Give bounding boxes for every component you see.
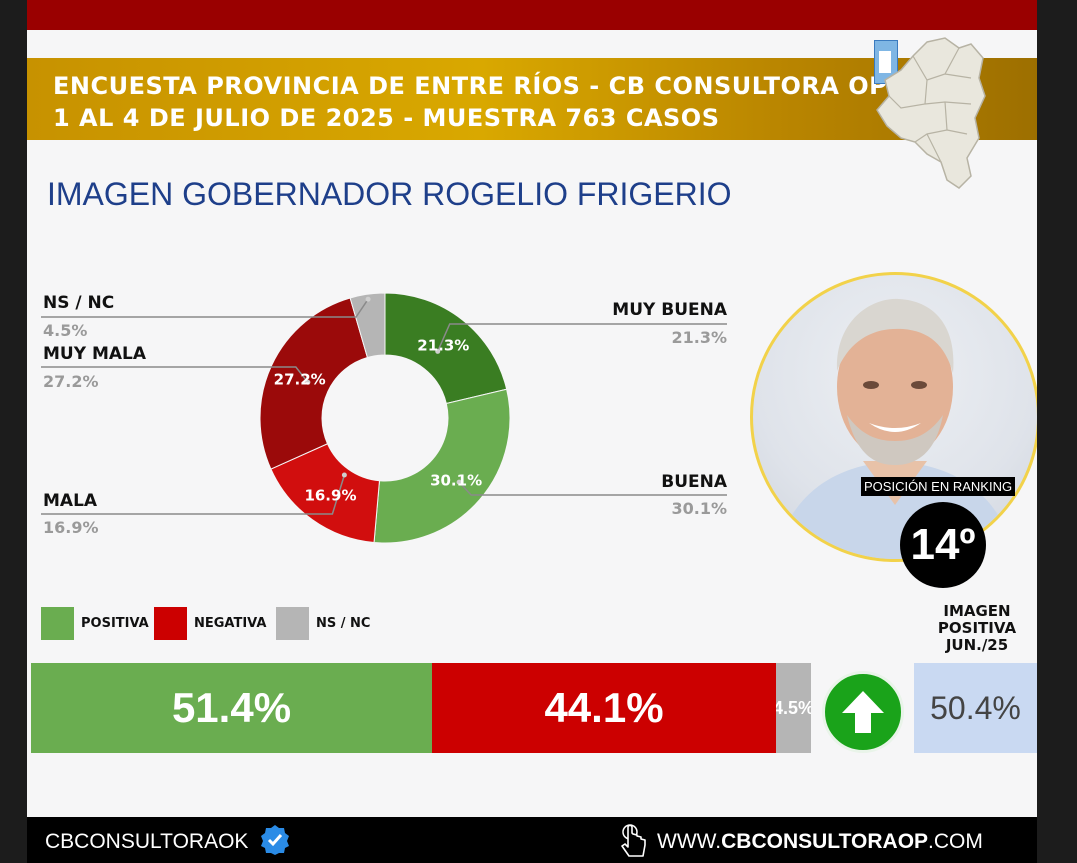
donut-slice-ns-nc: [349, 292, 386, 359]
value-buena: 30.1%: [671, 499, 727, 518]
footer-handle[interactable]: CBCONSULTORAOK: [45, 830, 249, 853]
value-muy-buena: 21.3%: [671, 328, 727, 347]
arrow-up-glyph: [842, 691, 884, 733]
donut-slice-muy-mala: [259, 297, 369, 470]
previous-title: IMAGEN POSITIVA JUN./25: [937, 602, 1017, 654]
legend-positiva: POSITIVA: [41, 607, 149, 640]
leader-line-muy-buena: [437, 323, 727, 352]
label-muy-mala: MUY MALA: [43, 344, 147, 364]
leader-line-buena: [458, 481, 727, 496]
header-line-1: ENCUESTA PROVINCIA DE ENTRE RÍOS - CB CO…: [53, 72, 888, 100]
legend-label-negativa: NEGATIVA: [194, 616, 267, 631]
verified-badge-icon: [261, 825, 289, 855]
entre-rios-map-icon: [876, 37, 986, 189]
donut-data-label-muy-mala: 27.2%: [274, 371, 326, 389]
web-brand: CBCONSULTORAOP: [721, 830, 929, 853]
leader-dot-mala: [341, 472, 347, 478]
value-ns-nc: 4.5%: [43, 321, 88, 340]
top-bar: [27, 0, 1037, 30]
pointer-hand-icon: [621, 824, 646, 857]
ranking-label: POSICIÓN EN RANKING: [861, 477, 1016, 496]
bar-segment-ns-nc: 4.5%: [776, 663, 811, 753]
label-buena: BUENA: [661, 472, 727, 492]
leader-line-mala: [41, 474, 346, 515]
donut-slice-buena: [373, 388, 511, 544]
label-ns-nc: NS / NC: [43, 293, 115, 313]
bar-label-ns-nc: 4.5%: [776, 697, 811, 718]
ranking-badge: 14º: [900, 502, 986, 588]
legend-label-positiva: POSITIVA: [81, 616, 149, 631]
footer-website[interactable]: WWW.CBCONSULTORAOP.COM: [657, 830, 983, 854]
header-band: ENCUESTA PROVINCIA DE ENTRE RÍOS - CB CO…: [27, 58, 1037, 140]
leader-line-ns-nc: [41, 298, 369, 318]
donut-data-label-buena: 30.1%: [430, 471, 482, 489]
legend-swatch-positiva: [41, 607, 74, 640]
bar-segment-negativa: 44.1%: [432, 663, 776, 753]
donut-data-label-mala: 16.9%: [304, 487, 356, 505]
donut-data-label-muy-buena: 21.3%: [417, 336, 469, 354]
bar-label-positiva: 51.4%: [171, 684, 292, 731]
survey-card: ENCUESTA PROVINCIA DE ENTRE RÍOS - CB CO…: [27, 0, 1037, 863]
portrait-image: [773, 298, 1017, 559]
value-mala: 16.9%: [43, 518, 99, 537]
bar-label-negativa: 44.1%: [544, 684, 664, 731]
web-prefix: WWW.: [657, 830, 722, 853]
legend-ns-nc: NS / NC: [276, 607, 370, 640]
legend-swatch-negativa: [154, 607, 187, 640]
legend-negativa: NEGATIVA: [154, 607, 266, 640]
header-line-2: 1 AL 4 DE JULIO DE 2025 - MUESTRA 763 CA…: [53, 104, 720, 132]
legend-label-ns-nc: NS / NC: [316, 616, 371, 631]
label-muy-buena: MUY BUENA: [612, 300, 727, 320]
leader-dot-ns-nc: [365, 296, 371, 302]
chart-title: IMAGEN GOBERNADOR ROGELIO FRIGERIO: [47, 176, 732, 212]
previous-value: 50.4%: [914, 663, 1037, 753]
governor-photo: [750, 272, 1037, 562]
leader-line-muy-mala: [41, 366, 309, 383]
donut-chart: 21.3% 30.1% 16.9% 27.2%: [41, 292, 727, 544]
leader-dot-muy-mala: [305, 379, 311, 385]
value-muy-mala: 27.2%: [43, 372, 99, 391]
bar-segment-positiva: 51.4%: [31, 663, 432, 753]
donut-slice-muy-buena: [384, 292, 508, 405]
leader-dot-muy-buena: [435, 348, 441, 354]
legend-swatch-ns-nc: [276, 607, 309, 640]
leader-dot-buena: [456, 479, 462, 485]
label-mala: MALA: [43, 491, 98, 511]
web-suffix: .COM: [928, 830, 983, 853]
footer-bar: CBCONSULTORAOK WWW.CBCONSULTORAOP.COM: [27, 817, 1037, 863]
arrow-up-icon: [822, 671, 904, 753]
